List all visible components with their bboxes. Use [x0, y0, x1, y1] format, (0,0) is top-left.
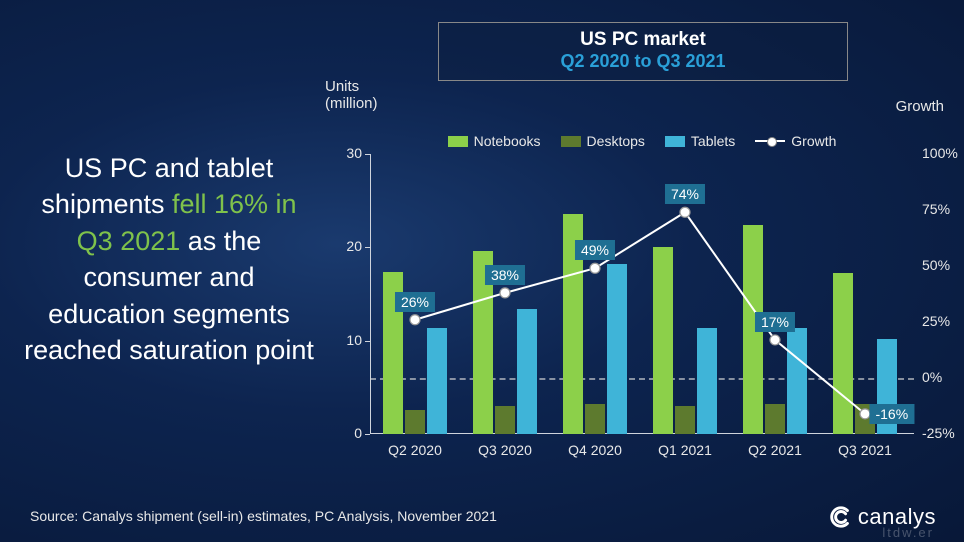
watermark: ltdw.er	[882, 525, 934, 540]
canalys-logo-icon	[830, 506, 852, 528]
x-category-label: Q4 2020	[550, 442, 640, 458]
legend-item: Notebooks	[448, 133, 541, 149]
chart-area: Notebooks Desktops Tablets Growth 0102030-2…	[370, 130, 914, 460]
y-left-tick: 10	[346, 332, 362, 348]
chart-title-line1: US PC market	[439, 29, 847, 51]
headline-text: US PC and tablet shipments fell 16% in Q…	[24, 150, 314, 369]
x-category-label: Q3 2021	[820, 442, 910, 458]
growth-value-label: -16%	[869, 404, 914, 424]
source-credit: Source: Canalys shipment (sell-in) estim…	[30, 508, 497, 524]
y-right-tick: 75%	[922, 201, 950, 217]
legend: Notebooks Desktops Tablets Growth	[370, 130, 914, 152]
legend-item: Growth	[755, 133, 836, 149]
growth-value-label: 49%	[575, 240, 615, 260]
x-category-label: Q1 2021	[640, 442, 730, 458]
growth-value-label: 74%	[665, 184, 705, 204]
y-right-tick: -25%	[922, 425, 955, 441]
growth-value-label: 38%	[485, 265, 525, 285]
y-right-axis-label: Growth	[896, 98, 944, 115]
y-right-tick: 100%	[922, 145, 958, 161]
y-left-tick: 30	[346, 145, 362, 161]
chart-title-box: US PC market Q2 2020 to Q3 2021	[438, 22, 848, 81]
y-left-axis-label: Units(million)	[325, 78, 378, 112]
y-right-tick: 0%	[922, 369, 942, 385]
chart-title-line2: Q2 2020 to Q3 2021	[439, 51, 847, 72]
y-right-tick: 50%	[922, 257, 950, 273]
growth-line	[370, 154, 914, 434]
growth-value-label: 17%	[755, 312, 795, 332]
x-category-label: Q2 2021	[730, 442, 820, 458]
legend-item: Desktops	[561, 133, 645, 149]
x-category-label: Q3 2020	[460, 442, 550, 458]
y-left-tick: 20	[346, 238, 362, 254]
y-left-tick: 0	[354, 425, 362, 441]
y-right-tick: 25%	[922, 313, 950, 329]
x-category-label: Q2 2020	[370, 442, 460, 458]
growth-value-label: 26%	[395, 292, 435, 312]
legend-item: Tablets	[665, 133, 735, 149]
plot-area: 0102030-25%0%25%50%75%100%Q2 2020Q3 2020…	[370, 154, 914, 434]
